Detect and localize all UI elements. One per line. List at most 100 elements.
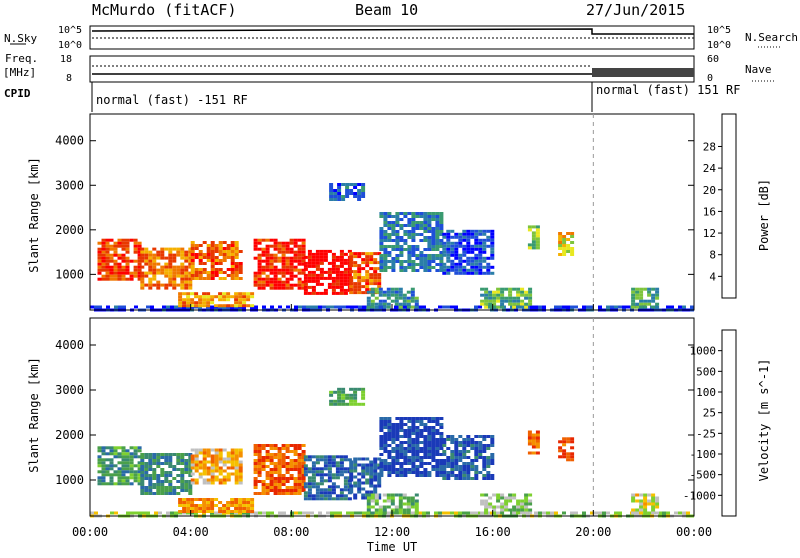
power-cell	[414, 302, 419, 306]
velocity-cell	[411, 468, 416, 471]
velocity-cell	[246, 501, 251, 504]
power-cell	[140, 271, 145, 275]
power-cell	[427, 215, 432, 218]
velocity-cell	[546, 511, 550, 515]
velocity-cell	[415, 435, 420, 438]
power-cell	[315, 261, 320, 265]
velocity-cell	[331, 461, 336, 465]
velocity-cell	[250, 501, 255, 504]
power-cell	[383, 239, 388, 242]
power-cell	[458, 232, 463, 236]
power-cell	[194, 253, 199, 256]
power-cell	[214, 304, 219, 308]
velocity-cell	[160, 480, 165, 483]
power-cell	[168, 265, 173, 269]
power-cell	[387, 233, 392, 236]
power-cell	[407, 218, 412, 221]
velocity-cell	[399, 444, 404, 447]
power-cell	[490, 256, 495, 260]
power-cell	[398, 290, 403, 294]
velocity-cell	[218, 460, 223, 464]
velocity-cell	[446, 447, 451, 450]
power-cell	[395, 233, 400, 236]
velocity-cell	[674, 511, 678, 515]
power-cell	[407, 236, 412, 239]
velocity-cell	[446, 438, 451, 441]
velocity-cell	[113, 452, 118, 456]
power-cell	[343, 276, 348, 280]
power-cell	[230, 253, 235, 256]
power-cell	[289, 250, 294, 254]
velocity-cell	[357, 387, 362, 391]
velocity-cell	[414, 502, 419, 506]
power-cell	[301, 268, 306, 272]
velocity-cell	[387, 435, 392, 438]
power-cell	[394, 290, 399, 294]
power-cell	[635, 290, 640, 294]
velocity-cell	[458, 450, 463, 453]
power-cell	[257, 256, 262, 260]
velocity-cell	[194, 510, 199, 513]
velocity-cell	[574, 511, 578, 515]
power-cell	[365, 270, 370, 274]
velocity-cell	[407, 426, 412, 429]
velocity-cell	[164, 459, 169, 462]
velocity-cell	[482, 462, 487, 465]
power-cell	[406, 302, 411, 306]
power-cell	[311, 255, 316, 259]
power-cell	[415, 221, 420, 224]
velocity-cell	[462, 456, 467, 459]
velocity-cell	[261, 459, 266, 462]
power-cell	[478, 265, 483, 269]
power-cell	[184, 286, 189, 290]
velocity-cell	[117, 476, 122, 480]
power-cell	[125, 244, 130, 248]
velocity-cell	[335, 461, 340, 465]
power-cell	[140, 280, 145, 284]
power-cell	[450, 265, 455, 269]
velocity-cell	[301, 444, 306, 447]
power-cell	[383, 218, 388, 221]
power-cell	[265, 274, 270, 278]
velocity-cell	[137, 455, 142, 459]
power-cell	[488, 296, 493, 300]
velocity-cell	[160, 462, 165, 465]
power-cell	[307, 264, 312, 268]
power-cell	[253, 283, 258, 287]
velocity-cell	[379, 459, 384, 462]
velocity-cell	[369, 469, 374, 473]
power-cell	[289, 238, 294, 242]
velocity-cell	[176, 486, 181, 489]
velocity-cell	[97, 461, 102, 465]
power-cell	[403, 266, 408, 269]
power-cell	[379, 260, 384, 263]
velocity-cell	[273, 471, 278, 474]
velocity-cell	[330, 511, 334, 515]
power-cell	[488, 299, 493, 303]
power-cell	[273, 271, 278, 275]
velocity-cell	[121, 464, 126, 468]
velocity-cell	[301, 462, 306, 465]
velocity-cell	[335, 476, 340, 480]
velocity-cell	[482, 450, 487, 453]
power-cell	[387, 221, 392, 224]
power-cell	[339, 273, 344, 277]
velocity-cell	[643, 502, 648, 506]
power-cell	[269, 262, 274, 266]
velocity-cell	[383, 435, 388, 438]
velocity-cell	[391, 465, 396, 468]
velocity-cell	[168, 489, 173, 492]
power-cell	[194, 247, 199, 250]
velocity-cell	[486, 477, 491, 480]
power-cell	[383, 230, 388, 233]
velocity-cell	[439, 447, 444, 450]
velocity-cell	[293, 462, 298, 465]
power-cell	[97, 265, 102, 269]
velocity-cell	[466, 441, 471, 444]
velocity-cell	[450, 435, 455, 438]
power-cell	[180, 265, 185, 269]
power-cell	[466, 241, 471, 245]
power-cell	[303, 261, 308, 265]
power-cell	[315, 258, 320, 262]
power-cell	[339, 255, 344, 259]
